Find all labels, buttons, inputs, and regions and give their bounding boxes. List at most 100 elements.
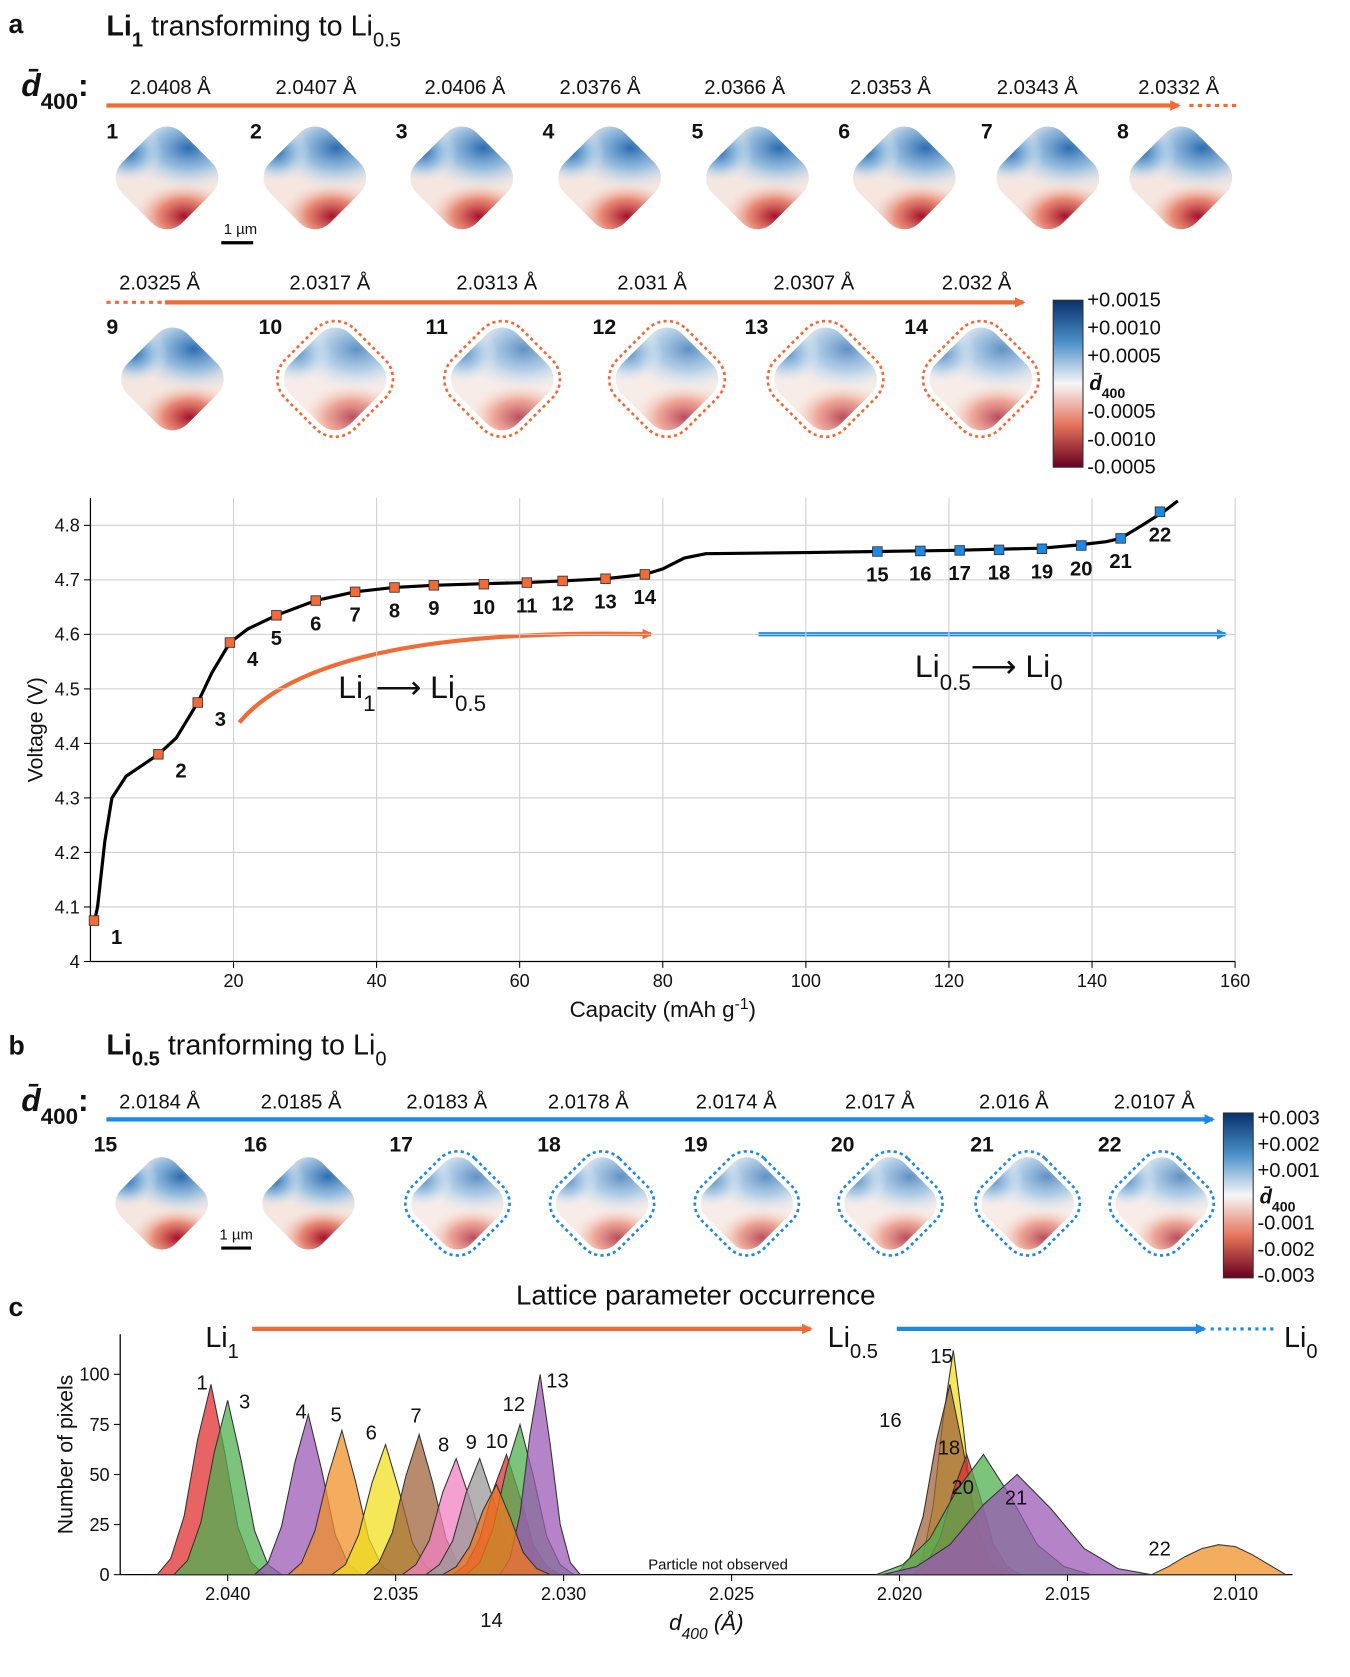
point-marker (521, 577, 533, 588)
point-marker (557, 575, 568, 587)
series-label: 12 (503, 1394, 525, 1416)
map-red (791, 383, 886, 440)
colorbar-label: -0.003 (1257, 1265, 1314, 1287)
strain-map (549, 117, 670, 239)
point-label: 19 (1031, 562, 1053, 584)
x-tick-label: 2.020 (877, 1584, 922, 1604)
colorbar-label: +0.0010 (1087, 317, 1161, 339)
point-marker (310, 595, 321, 606)
point-marker (349, 586, 361, 598)
d-value: 2.017 Å (845, 1091, 915, 1114)
panel-title: Li1 transforming to Li0.5 (106, 10, 401, 51)
d-value: 2.031 Å (617, 272, 687, 295)
y-tick-label: 4 (70, 952, 80, 972)
map-red (1146, 182, 1242, 239)
map-number: 5 (691, 120, 703, 144)
colorbar (1222, 1112, 1254, 1279)
map-outline (921, 319, 1041, 439)
series-label: 14 (480, 1610, 502, 1632)
map-blue (106, 122, 163, 183)
map-red (427, 182, 522, 239)
voltage-curve (92, 499, 1179, 924)
y-tick-label: 4.1 (55, 897, 80, 917)
map-red (138, 383, 233, 440)
text-part: 400 (41, 1103, 78, 1128)
strain-map (1120, 117, 1242, 239)
d-value: 2.0313 Å (456, 272, 537, 295)
histogram-area (882, 1473, 1152, 1576)
map-red (301, 383, 396, 440)
point-marker (478, 579, 490, 590)
point-label: 7 (350, 605, 361, 627)
point-marker (428, 580, 440, 591)
map-outline (275, 319, 395, 439)
annotation: Particle not observed (648, 1557, 788, 1573)
map-number: 20 (831, 1132, 855, 1156)
point-label: 20 (1070, 558, 1092, 580)
colorbar-label: d̄400 (1089, 373, 1125, 401)
point-label: 4 (247, 649, 259, 671)
colorbar-label: +0.003 (1257, 1108, 1319, 1130)
map-number: 10 (259, 315, 283, 339)
point-label: 5 (271, 628, 282, 650)
map-outline (693, 1149, 801, 1257)
text-part: 400 (1272, 1198, 1296, 1214)
panel-letter: a (9, 9, 24, 39)
text-part: 0 (375, 1048, 386, 1070)
point-label: 8 (389, 600, 400, 622)
colorbar-label: +0.002 (1257, 1134, 1319, 1156)
map-number: 15 (94, 1132, 118, 1156)
point-marker (153, 749, 164, 760)
map-number: 4 (543, 120, 555, 144)
x-tick-label: 40 (367, 971, 387, 991)
map-number: 12 (593, 315, 617, 339)
y-axis-label: Voltage (V) (24, 677, 48, 782)
scale-label: 1 µm (224, 222, 257, 238)
d-value: 2.0406 Å (424, 76, 505, 99)
text-part: Li (106, 10, 132, 42)
colorbar-label: -0.0010 (1087, 429, 1156, 451)
text-part: Li (1284, 1322, 1306, 1354)
panel-letter: b (9, 1030, 25, 1060)
strain-map (697, 117, 818, 239)
scale-label: 1 µm (219, 1228, 252, 1244)
d-value: 2.0317 Å (289, 272, 370, 295)
series-label: 21 (1005, 1487, 1027, 1509)
point-marker (389, 582, 400, 593)
map-number: 3 (396, 120, 408, 144)
text-part: : (78, 1082, 89, 1118)
map-red (946, 383, 1042, 440)
map-outline (974, 1149, 1082, 1257)
text-part: 400 (682, 1625, 708, 1642)
point-marker (954, 545, 965, 556)
d-value: 2.0407 Å (276, 76, 357, 99)
map-outline (404, 1149, 511, 1257)
text-part: : (78, 67, 89, 103)
y-tick-label: 4.3 (55, 788, 80, 808)
text-part: transforming to Li (143, 10, 373, 42)
x-tick-label: 2.025 (709, 1584, 754, 1604)
map-blue (1107, 1153, 1158, 1208)
text-part: -1 (735, 995, 749, 1012)
series-label: 9 (466, 1432, 477, 1454)
text-part: Li (338, 669, 363, 705)
point-marker (1036, 543, 1048, 554)
map-number: 11 (426, 315, 449, 339)
y-tick-label: 4.7 (55, 570, 80, 590)
d-value: 2.016 Å (979, 1091, 1049, 1114)
map-red (1013, 182, 1109, 239)
map-red (723, 182, 818, 239)
x-tick-label: 2.035 (373, 1584, 418, 1604)
map-blue (973, 1153, 1024, 1208)
text-part: d (669, 1610, 682, 1635)
point-marker (600, 573, 611, 584)
map-number: 2 (250, 120, 262, 144)
map-number: 19 (684, 1132, 708, 1156)
point-label: 2 (175, 761, 186, 783)
text-part: d̄ (21, 1082, 42, 1118)
colorbar-label: +0.0015 (1087, 290, 1161, 312)
d-value: 2.0184 Å (119, 1091, 200, 1114)
map-number: 7 (981, 120, 993, 144)
x-tick-label: 20 (223, 971, 243, 991)
text-part: 0.5 (373, 29, 401, 51)
